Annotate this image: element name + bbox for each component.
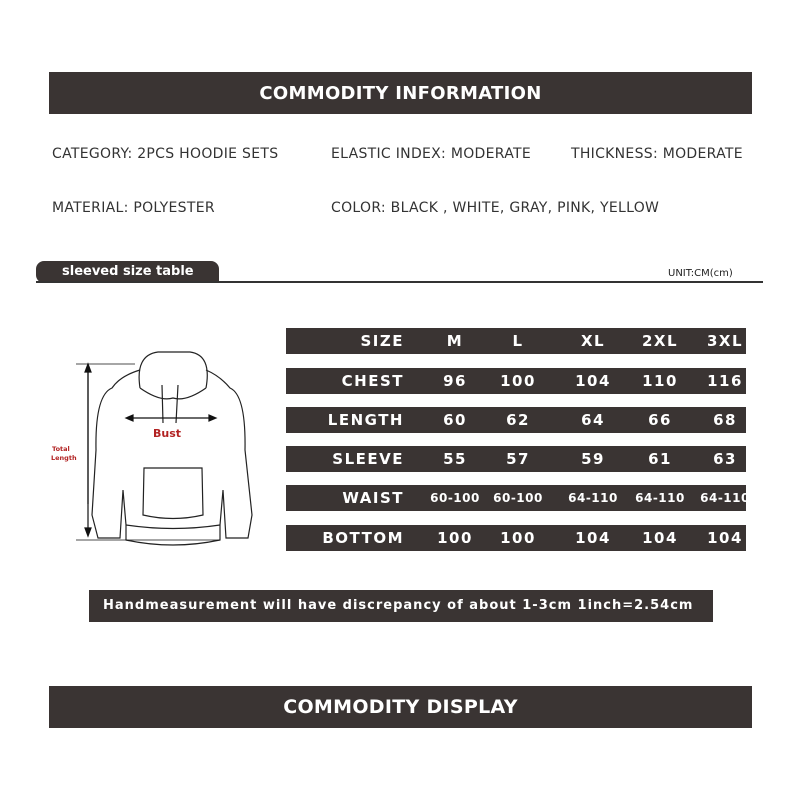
size-table-tab: sleeved size table (36, 261, 219, 283)
row-label: LENGTH (327, 411, 404, 429)
row-label: SLEEVE (332, 450, 404, 468)
size-row-waist: WAIST 60-100 60-100 64-110 64-110 64-110 (286, 485, 749, 511)
size-cell: 2XL (641, 332, 679, 350)
size-row-size: SIZE M L XL 2XL 3XL (286, 328, 746, 354)
size-cell: 104 (575, 372, 611, 390)
size-cell: 57 (506, 450, 530, 468)
size-cell: 60-100 (493, 491, 543, 505)
total-label: Total (52, 445, 70, 453)
row-label: WAIST (342, 489, 404, 507)
size-cell: 66 (648, 411, 672, 429)
hoodie-diagram: Bust Total Length (51, 351, 253, 546)
size-cell: XL (580, 332, 606, 350)
color-info: COLOR: BLACK , WHITE, GRAY, PINK, YELLOW (331, 200, 660, 216)
size-cell: 3XL (706, 332, 744, 350)
size-cell: 104 (575, 529, 611, 547)
size-cell: 63 (713, 450, 737, 468)
row-label: SIZE (360, 332, 404, 350)
size-cell: 64-110 (568, 491, 618, 505)
material-info: MATERIAL: POLYESTER (52, 200, 215, 216)
length-label: Length (51, 454, 77, 462)
size-cell: 60 (443, 411, 467, 429)
size-cell: 110 (642, 372, 678, 390)
divider (36, 281, 763, 283)
size-cell: 64-110 (700, 491, 750, 505)
commodity-information-header: COMMODITY INFORMATION (49, 72, 752, 114)
bust-label: Bust (153, 427, 181, 440)
size-cell: L (512, 332, 524, 350)
size-cell: 62 (506, 411, 530, 429)
size-row-sleeve: SLEEVE 55 57 59 61 63 (286, 446, 746, 472)
commodity-display-header: COMMODITY DISPLAY (49, 686, 752, 728)
category-info: CATEGORY: 2PCS HOODIE SETS (52, 146, 279, 162)
size-cell: 116 (707, 372, 743, 390)
size-row-chest: CHEST 96 100 104 110 116 (286, 368, 746, 394)
size-cell: 64-110 (635, 491, 685, 505)
size-row-length: LENGTH 60 62 64 66 68 (286, 407, 746, 433)
size-row-bottom: BOTTOM 100 100 104 104 104 (286, 525, 746, 551)
size-cell: 61 (648, 450, 672, 468)
size-cell: 104 (707, 529, 743, 547)
measurement-note: Handmeasurement will have discrepancy of… (89, 590, 713, 622)
size-cell: 96 (443, 372, 467, 390)
thickness-info: THICKNESS: MODERATE (571, 146, 743, 162)
size-cell: 55 (443, 450, 467, 468)
unit-label: UNIT:CM(cm) (668, 268, 733, 279)
size-cell: 60-100 (430, 491, 480, 505)
size-cell: 59 (581, 450, 605, 468)
elastic-info: ELASTIC INDEX: MODERATE (331, 146, 531, 162)
size-cell: 100 (500, 529, 536, 547)
row-label: BOTTOM (322, 529, 404, 547)
size-cell: M (446, 332, 464, 350)
size-cell: 100 (437, 529, 473, 547)
size-cell: 104 (642, 529, 678, 547)
size-cell: 68 (713, 411, 737, 429)
size-cell: 100 (500, 372, 536, 390)
size-cell: 64 (581, 411, 605, 429)
row-label: CHEST (341, 372, 404, 390)
